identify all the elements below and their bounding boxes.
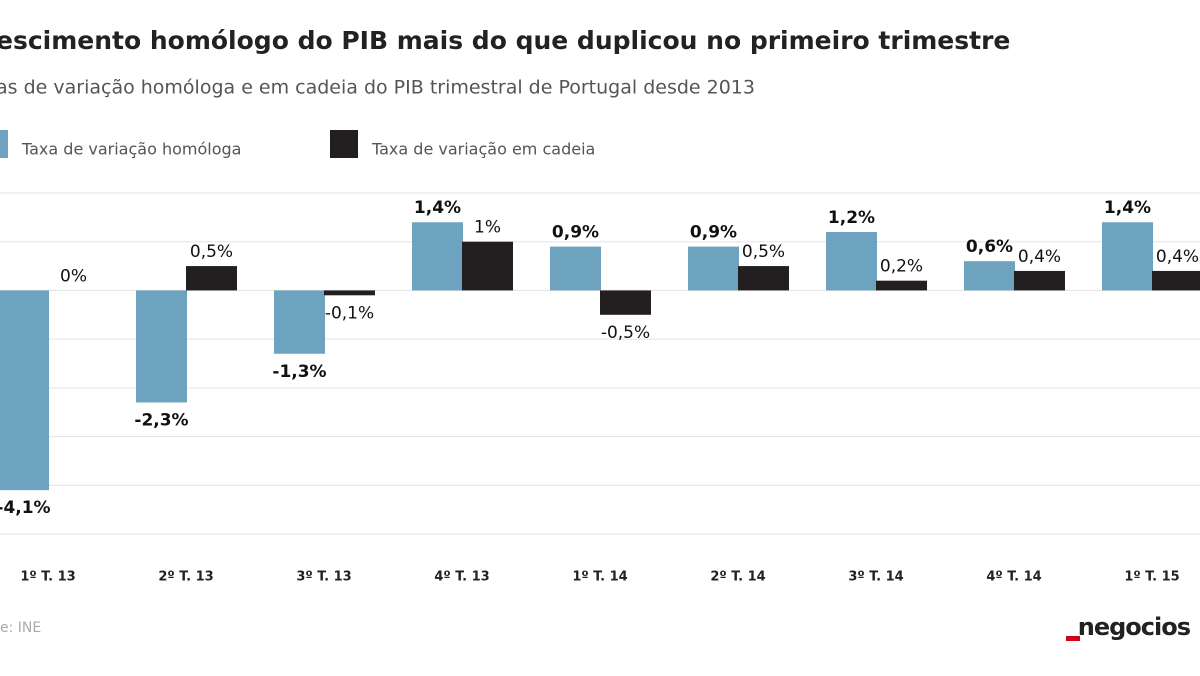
data-label: -2,3% [134, 410, 188, 430]
data-label: 1,4% [414, 198, 461, 218]
data-label: 0,6% [966, 237, 1013, 257]
data-label: 0,5% [190, 242, 233, 262]
bar [1014, 270, 1065, 291]
bar [688, 246, 739, 291]
x-tick-label: 1º T. 14 [572, 570, 627, 585]
x-tick-label: 2º T. 14 [710, 570, 765, 585]
legend-swatch [0, 130, 8, 158]
bar [964, 261, 1015, 291]
x-tick-label: 1º T. 15 [1124, 570, 1179, 585]
logo-mark [1066, 636, 1080, 641]
bar [1152, 270, 1200, 291]
bar [738, 266, 789, 291]
bar [274, 290, 325, 354]
bar [0, 290, 49, 491]
bar [600, 290, 651, 315]
data-label: 1,4% [1104, 198, 1151, 218]
data-label: 1,2% [828, 208, 875, 228]
data-label: -0,5% [601, 323, 650, 343]
bar [186, 266, 237, 291]
legend-swatch [330, 130, 358, 158]
x-tick-label: 3º T. 14 [848, 570, 903, 585]
legend-label: Taxa de variação homóloga [21, 140, 241, 159]
data-label: -1,3% [272, 362, 326, 382]
data-label: 0,9% [552, 223, 599, 243]
data-label: 1% [474, 218, 501, 238]
data-label: 0,2% [880, 257, 923, 277]
legend-label: Taxa de variação em cadeia [371, 140, 595, 159]
x-tick-label: 2º T. 13 [158, 570, 213, 585]
chart-subtitle: as de variação homóloga e em cadeia do P… [0, 77, 755, 99]
bar [462, 241, 513, 291]
data-label: 0,4% [1018, 247, 1061, 267]
logo: negocios [1078, 613, 1191, 641]
data-label: 0% [60, 266, 87, 286]
bar [1102, 222, 1153, 291]
data-label: -0,1% [325, 303, 374, 323]
bar [876, 280, 927, 291]
bar [324, 290, 375, 296]
x-tick-label: 1º T. 13 [20, 570, 75, 585]
data-label: 0,5% [742, 242, 785, 262]
data-label: -4,1% [0, 498, 51, 518]
x-tick-label: 4º T. 13 [434, 570, 489, 585]
source: e: INE [0, 620, 41, 636]
x-tick-label: 3º T. 13 [296, 570, 351, 585]
data-label: 0,4% [1156, 247, 1199, 267]
bar [136, 290, 187, 403]
bar [826, 231, 877, 291]
bar [412, 222, 463, 291]
chart-title: escimento homólogo do PIB mais do que du… [0, 26, 1010, 55]
bar [550, 246, 601, 291]
x-tick-label: 4º T. 14 [986, 570, 1041, 585]
data-label: 0,9% [690, 223, 737, 243]
